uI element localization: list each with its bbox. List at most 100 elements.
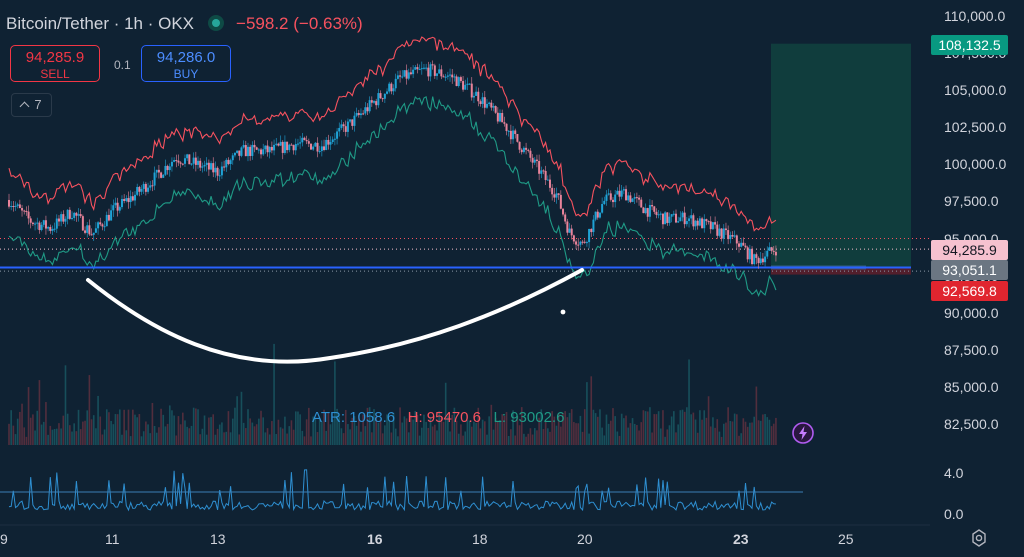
volume-bar	[683, 411, 686, 445]
volume-bar	[701, 419, 703, 445]
upper-band-line	[8, 36, 777, 232]
candle-body	[73, 212, 76, 218]
volume-bar	[119, 409, 121, 445]
settings-gear-icon[interactable]	[969, 528, 989, 548]
candle-body	[21, 208, 24, 211]
candle-body	[97, 222, 100, 229]
volume-bar	[32, 414, 34, 445]
candle-body	[664, 212, 667, 225]
candle-body	[609, 193, 612, 200]
candle-body	[107, 214, 110, 221]
candle-body	[707, 221, 710, 223]
candle-body	[147, 187, 150, 192]
candle-body	[305, 140, 308, 142]
volume-bar	[273, 343, 275, 445]
volume-bar	[27, 387, 30, 445]
candle-body	[485, 103, 488, 108]
candle-body	[640, 199, 643, 208]
candle-body	[186, 154, 189, 159]
candle-body	[144, 183, 147, 192]
candle-body	[120, 199, 123, 208]
volume-bar	[373, 409, 375, 445]
candle-body	[705, 219, 708, 222]
volume-bar	[772, 423, 775, 445]
volume-bar	[501, 414, 503, 445]
volume-bar	[420, 427, 423, 445]
candle-body	[570, 228, 573, 236]
volume-bar	[216, 428, 219, 445]
volume-bar	[53, 428, 56, 445]
candle-body	[472, 95, 475, 98]
candle-body	[618, 190, 621, 197]
lightning-icon[interactable]	[791, 421, 815, 445]
candle-body	[603, 200, 606, 205]
candle-body	[622, 189, 625, 191]
candle-body	[281, 141, 284, 153]
candle-body	[47, 227, 50, 229]
volume-bar	[195, 408, 197, 445]
volume-bar	[560, 426, 562, 445]
candle-body	[405, 70, 408, 79]
candle-body	[683, 212, 686, 225]
order-quantity[interactable]: 0.1	[114, 58, 131, 72]
candle-body	[670, 214, 673, 217]
candle-body	[190, 163, 193, 165]
volume-bar	[473, 421, 475, 445]
volume-bar	[288, 426, 291, 445]
candle-body	[236, 150, 239, 153]
candle-body	[768, 247, 771, 251]
y-tick-label: 100,000.0	[944, 156, 1007, 173]
buy-button[interactable]: 94,286.0 BUY	[141, 45, 231, 82]
volume-bar	[655, 414, 658, 445]
volume-bar	[112, 424, 115, 445]
candle-body	[64, 218, 67, 222]
candle-body	[644, 208, 647, 214]
volume-bar	[531, 434, 534, 445]
sell-button[interactable]: 94,285.9 SELL	[10, 45, 100, 82]
candle-body	[646, 208, 649, 217]
candle-body	[542, 170, 545, 172]
volume-bar	[255, 424, 258, 445]
candle-body	[724, 228, 727, 231]
candle-body	[99, 222, 102, 225]
candle-body	[386, 91, 389, 94]
candle-body	[134, 194, 137, 201]
volume-bar	[149, 433, 152, 445]
candle-body	[535, 159, 538, 162]
candle-body	[116, 202, 119, 211]
volume-bar	[262, 417, 264, 445]
candle-body	[601, 204, 604, 213]
candle-body	[531, 157, 534, 163]
volume-bar	[475, 423, 477, 445]
volume-bar	[321, 421, 323, 445]
candle-body	[744, 245, 747, 248]
volume-bar	[746, 426, 749, 445]
volume-bar	[573, 422, 575, 445]
candle-body	[774, 251, 777, 256]
volume-bar	[153, 426, 156, 445]
volume-bar	[316, 432, 319, 445]
candle-body	[53, 228, 56, 230]
volume-bar	[238, 434, 241, 445]
candle-body	[194, 157, 197, 165]
volume-bar	[214, 434, 217, 445]
volume-bar	[416, 415, 419, 445]
volume-bar	[722, 423, 725, 445]
symbol-title: Bitcoin/Tether · 1h · OKX	[6, 14, 195, 33]
volume-bar	[401, 422, 404, 445]
volume-bar	[725, 422, 727, 445]
volume-bar	[184, 420, 186, 445]
volume-bar	[766, 417, 769, 445]
candle-body	[110, 210, 113, 221]
candle-body	[583, 241, 586, 243]
volume-bar	[749, 422, 751, 445]
x-tick-label: 18	[472, 531, 488, 547]
volume-bar	[268, 434, 271, 445]
indicators-toggle-button[interactable]: 7	[11, 93, 52, 117]
volume-bar	[47, 434, 49, 445]
volume-bar	[116, 414, 119, 445]
volume-bar	[366, 407, 369, 445]
atr-value: ATR: 1058.6	[312, 409, 396, 426]
